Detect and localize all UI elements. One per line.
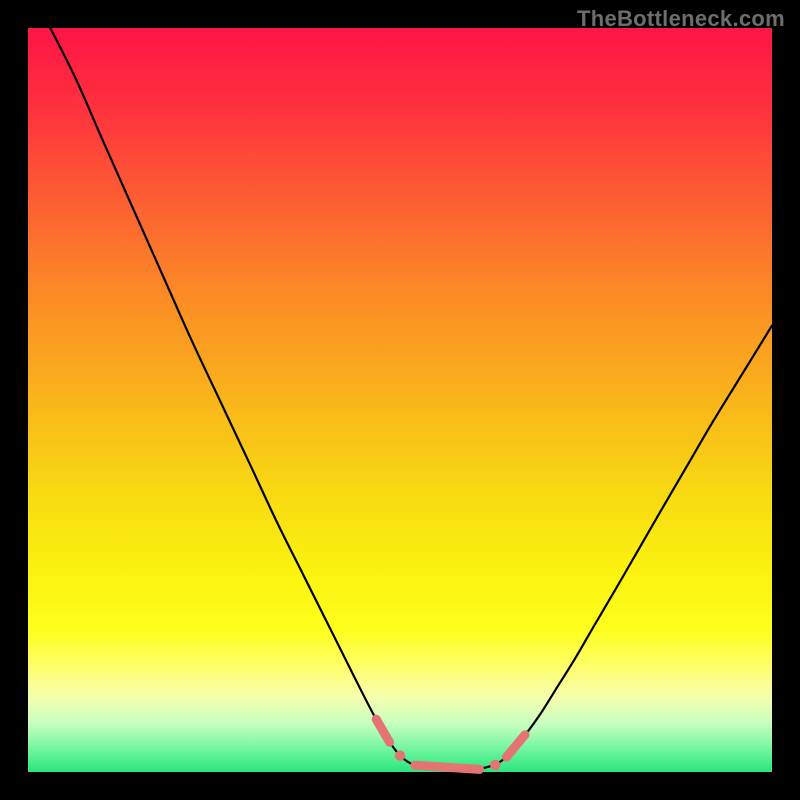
valley-dot-1 bbox=[490, 760, 500, 770]
bottleneck-curve-chart bbox=[0, 0, 800, 800]
gradient-background bbox=[28, 28, 772, 772]
valley-dot-0 bbox=[395, 750, 405, 760]
valley-segment-1 bbox=[415, 765, 480, 769]
